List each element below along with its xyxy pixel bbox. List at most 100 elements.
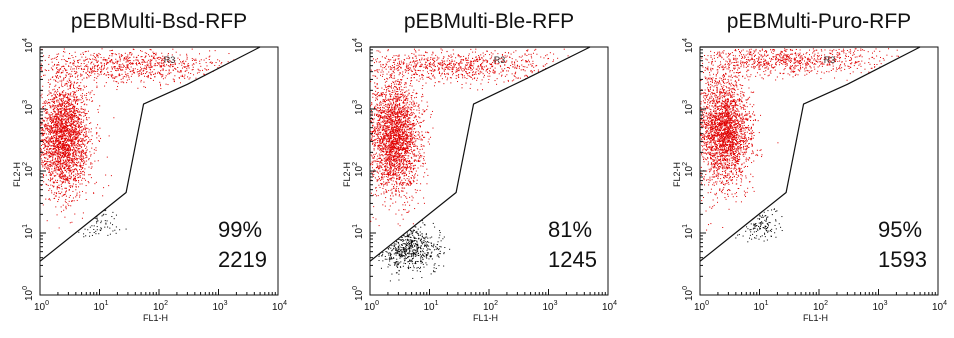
data-point xyxy=(57,146,59,148)
data-point xyxy=(389,140,391,142)
data-point xyxy=(74,130,76,132)
data-point xyxy=(399,172,401,174)
data-point xyxy=(410,140,412,142)
data-point xyxy=(383,128,385,130)
data-point xyxy=(390,110,392,112)
data-point xyxy=(58,141,60,143)
data-point xyxy=(54,192,56,194)
data-point xyxy=(133,72,135,74)
data-point xyxy=(98,64,100,66)
data-point xyxy=(49,83,51,85)
data-point xyxy=(80,65,82,67)
data-point xyxy=(401,172,403,174)
data-point xyxy=(406,115,408,117)
data-point xyxy=(398,142,400,144)
data-point xyxy=(92,70,94,72)
data-point xyxy=(78,231,80,233)
data-point xyxy=(101,48,103,50)
data-point xyxy=(63,65,65,67)
data-point xyxy=(405,107,407,109)
data-point xyxy=(145,72,147,74)
data-point xyxy=(376,170,378,172)
gate-label: R3 xyxy=(164,55,176,65)
data-point xyxy=(86,155,88,157)
data-point xyxy=(57,104,59,106)
data-point xyxy=(69,195,71,197)
data-point xyxy=(410,156,412,158)
data-point xyxy=(400,96,402,98)
data-point xyxy=(383,104,385,106)
data-point xyxy=(382,140,384,142)
data-point xyxy=(63,141,65,143)
data-point xyxy=(399,155,401,157)
data-point xyxy=(86,98,88,100)
data-point xyxy=(73,169,75,171)
data-point xyxy=(72,63,74,65)
data-point xyxy=(390,85,392,87)
data-point xyxy=(76,132,78,134)
data-point xyxy=(74,127,76,129)
data-point xyxy=(180,71,182,73)
data-point xyxy=(389,98,391,100)
data-point xyxy=(386,146,388,148)
data-point xyxy=(69,137,71,139)
data-point xyxy=(59,149,61,151)
data-point xyxy=(401,185,403,187)
data-point xyxy=(61,85,63,87)
data-point xyxy=(104,85,106,87)
data-point xyxy=(81,154,83,156)
data-point xyxy=(70,81,72,83)
data-point xyxy=(72,126,74,128)
data-point xyxy=(210,61,212,63)
data-point xyxy=(74,177,76,179)
data-point xyxy=(63,153,65,155)
data-point xyxy=(84,114,86,116)
data-point xyxy=(200,59,202,61)
data-point xyxy=(52,155,54,157)
data-point xyxy=(386,110,388,112)
data-point xyxy=(70,118,72,120)
data-point xyxy=(52,113,54,115)
data-point xyxy=(371,131,373,133)
data-point xyxy=(75,113,77,115)
data-point xyxy=(161,69,163,71)
data-point xyxy=(86,113,88,115)
data-point xyxy=(127,66,129,68)
data-point xyxy=(84,152,86,154)
data-point xyxy=(45,124,47,126)
data-point xyxy=(398,174,400,176)
data-point xyxy=(61,115,63,117)
data-point xyxy=(74,98,76,100)
data-point xyxy=(412,91,414,93)
data-point xyxy=(397,166,399,168)
data-point xyxy=(70,166,72,168)
data-point xyxy=(388,126,390,128)
data-point xyxy=(50,119,52,121)
data-point xyxy=(90,162,92,164)
data-point xyxy=(411,171,413,173)
data-point xyxy=(104,210,106,212)
data-point xyxy=(408,111,410,113)
data-point xyxy=(80,165,82,167)
data-point xyxy=(83,119,85,121)
data-point xyxy=(54,131,56,133)
data-point xyxy=(56,113,58,115)
data-point xyxy=(411,138,413,140)
data-point xyxy=(56,76,58,78)
data-point xyxy=(85,72,87,74)
data-point xyxy=(64,182,66,184)
data-point xyxy=(58,53,60,55)
data-point xyxy=(57,108,59,110)
data-point xyxy=(111,53,113,55)
data-point xyxy=(111,49,113,51)
data-point xyxy=(80,67,82,69)
data-point xyxy=(407,111,409,113)
data-point xyxy=(46,184,48,186)
data-point xyxy=(70,125,72,127)
data-point xyxy=(67,182,69,184)
data-point xyxy=(80,131,82,133)
data-point xyxy=(113,66,115,68)
data-point xyxy=(122,76,124,78)
data-point xyxy=(65,75,67,77)
